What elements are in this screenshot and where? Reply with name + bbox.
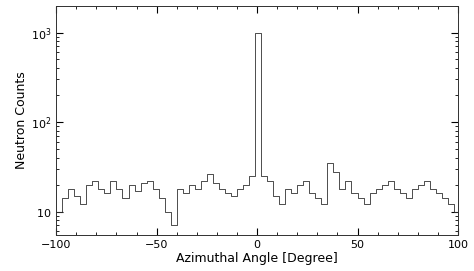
- Y-axis label: Neutron Counts: Neutron Counts: [15, 71, 28, 169]
- X-axis label: Azimuthal Angle [Degree]: Azimuthal Angle [Degree]: [176, 253, 338, 265]
